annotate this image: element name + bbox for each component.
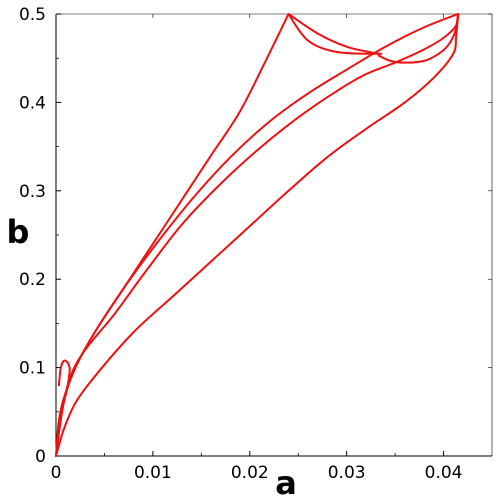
x-tick-label: 0.01 bbox=[134, 463, 172, 483]
y-tick-label: 0.3 bbox=[19, 182, 46, 202]
x-tick-label: 0.04 bbox=[425, 463, 463, 483]
axes bbox=[55, 13, 493, 457]
curve-line-1 bbox=[287, 13, 383, 55]
curves bbox=[55, 13, 460, 457]
x-tick-label: 0.02 bbox=[231, 463, 269, 483]
y-tick-label: 0.5 bbox=[19, 5, 46, 25]
y-axis-label: b bbox=[7, 213, 30, 251]
tick-labels: 0 0.1 0.2 0.3 0.4 0.5 0 0.01 0.02 0.03 0.04 bbox=[19, 5, 463, 483]
curve-line-4 bbox=[55, 13, 460, 457]
curve-line-3 bbox=[377, 13, 460, 64]
y-tick-label: 0.4 bbox=[19, 93, 46, 113]
curve-line-6 bbox=[57, 359, 71, 404]
x-tick-label: 0 bbox=[51, 463, 62, 483]
curve-line-5 bbox=[55, 13, 460, 457]
x-tick-label: 0.03 bbox=[328, 463, 366, 483]
x-axis-label: a bbox=[275, 464, 297, 500]
y-tick-label: 0.1 bbox=[19, 359, 46, 379]
y-tick-label: 0.2 bbox=[19, 270, 46, 290]
y-tick-label: 0 bbox=[35, 447, 46, 467]
